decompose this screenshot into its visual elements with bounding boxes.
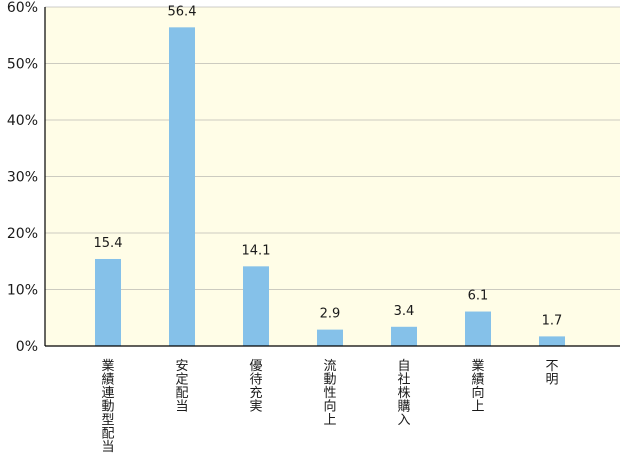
category-label: 自社株購入 <box>397 359 410 428</box>
data-label: 2.9 <box>320 307 341 322</box>
category-label: 業績向上 <box>471 358 484 415</box>
category-label: 業績連動型配当 <box>101 358 114 454</box>
data-label: 3.4 <box>394 304 415 319</box>
y-tick-label: 20% <box>7 226 38 242</box>
category-label: 流動性向上 <box>323 359 336 428</box>
y-tick-label: 50% <box>7 57 38 73</box>
data-labels: 15.4 56.4 14.1 2.9 3.4 6.1 1.7 <box>94 4 563 328</box>
data-label: 15.4 <box>94 236 123 251</box>
bar <box>95 258 121 346</box>
y-tick-label: 40% <box>7 113 38 129</box>
gridlines <box>45 6 620 290</box>
data-label: 14.1 <box>242 243 271 258</box>
y-tick-label: 10% <box>7 283 38 299</box>
y-tick-label: 30% <box>7 170 38 186</box>
data-label: 6.1 <box>468 289 489 304</box>
data-label: 56.4 <box>168 4 197 19</box>
bar <box>465 311 491 346</box>
y-tick-label: 0% <box>16 339 38 355</box>
bar <box>243 266 269 346</box>
category-label: 優待充実 <box>249 359 262 415</box>
bar <box>539 336 565 346</box>
bar <box>317 329 343 346</box>
category-labels: 業績連動型配当 安定配当 優待充実 流動性向上 自社株購入 業績向上 不明 <box>101 358 558 454</box>
bar <box>169 27 195 347</box>
category-label: 安定配当 <box>175 359 188 415</box>
bar <box>391 326 417 346</box>
y-tick-label: 60% <box>7 0 38 16</box>
data-label: 1.7 <box>542 313 563 328</box>
category-label: 不明 <box>545 359 558 388</box>
bars <box>95 27 565 347</box>
y-tick-labels: 0% 10% 20% 30% 40% 50% 60% <box>7 0 38 355</box>
